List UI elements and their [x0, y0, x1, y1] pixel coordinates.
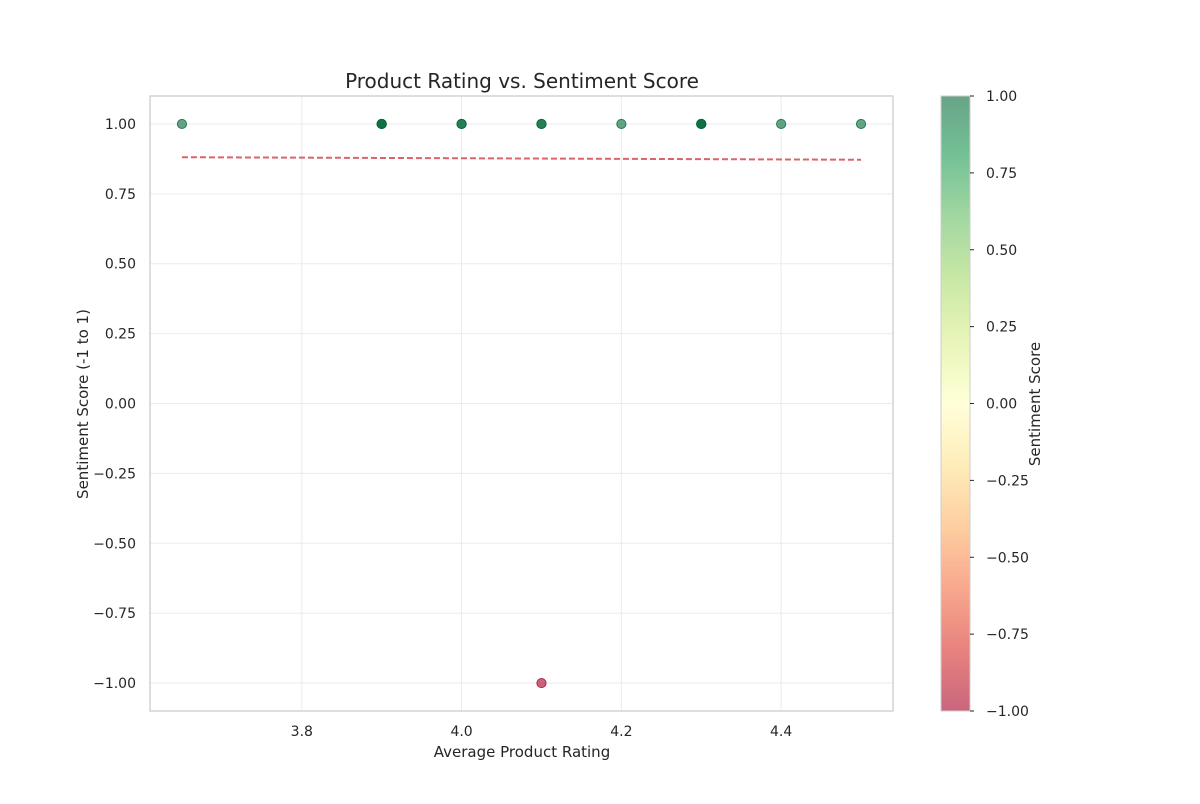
data-point	[456, 118, 467, 130]
y-tick-label: −1.00	[93, 676, 136, 692]
plot-area-frame	[149, 95, 894, 712]
y-tick-label: 1.00	[105, 117, 136, 133]
x-tick-label: 4.2	[610, 724, 632, 740]
scatter-points	[176, 118, 867, 689]
y-tick-label: −0.50	[93, 536, 136, 552]
y-tick-label: −0.25	[93, 466, 136, 482]
x-axis-label: Average Product Rating	[434, 743, 610, 761]
data-point	[376, 118, 387, 130]
x-tick-labels: 3.8 4.0 4.2 4.4	[291, 724, 793, 740]
y-tick-label: 0.25	[105, 327, 136, 343]
colorbar-tick-label: −0.75	[986, 627, 1029, 643]
trend-line-group	[181, 156, 862, 161]
x-tick-label: 4.0	[450, 724, 472, 740]
x-tick-label: 4.4	[770, 724, 792, 740]
data-point	[536, 118, 547, 130]
grid-lines	[150, 96, 893, 711]
colorbar-tick-label: −0.25	[986, 473, 1029, 489]
data-point	[855, 118, 867, 130]
y-tick-labels: 1.00 0.75 0.50 0.25 0.00 −0.25 −0.50 −0.75 −1.00	[93, 117, 136, 692]
colorbar-label: Sentiment Score	[1026, 342, 1044, 466]
colorbar-tick-label: 0.75	[986, 166, 1017, 182]
colorbar-tick-label: 0.00	[986, 397, 1017, 413]
colorbar-gradient	[940, 95, 971, 712]
y-tick-label: 0.75	[105, 187, 136, 203]
data-point	[616, 118, 627, 130]
x-tick-label: 3.8	[291, 724, 313, 740]
data-point	[696, 118, 707, 130]
colorbar-tick-label: 0.50	[986, 243, 1017, 259]
chart-title: Product Rating vs. Sentiment Score	[345, 69, 699, 93]
data-point	[776, 118, 787, 130]
y-axis-label: Sentiment Score (-1 to 1)	[74, 309, 92, 499]
colorbar-tick-label: −0.50	[986, 550, 1029, 566]
colorbar-tick-label: 1.00	[986, 89, 1017, 105]
data-point	[536, 677, 547, 689]
data-point	[176, 118, 188, 130]
trend-line	[181, 156, 862, 161]
colorbar-tick-label: −1.00	[986, 704, 1029, 720]
y-tick-label: 0.00	[105, 397, 136, 413]
colorbar: 1.00 0.75 0.50 0.25 0.00 −0.25 −0.50 −0.75 −1.00	[940, 89, 1029, 720]
colorbar-tick-label: 0.25	[986, 320, 1017, 336]
y-tick-label: 0.50	[105, 257, 136, 273]
y-tick-label: −0.75	[93, 606, 136, 622]
